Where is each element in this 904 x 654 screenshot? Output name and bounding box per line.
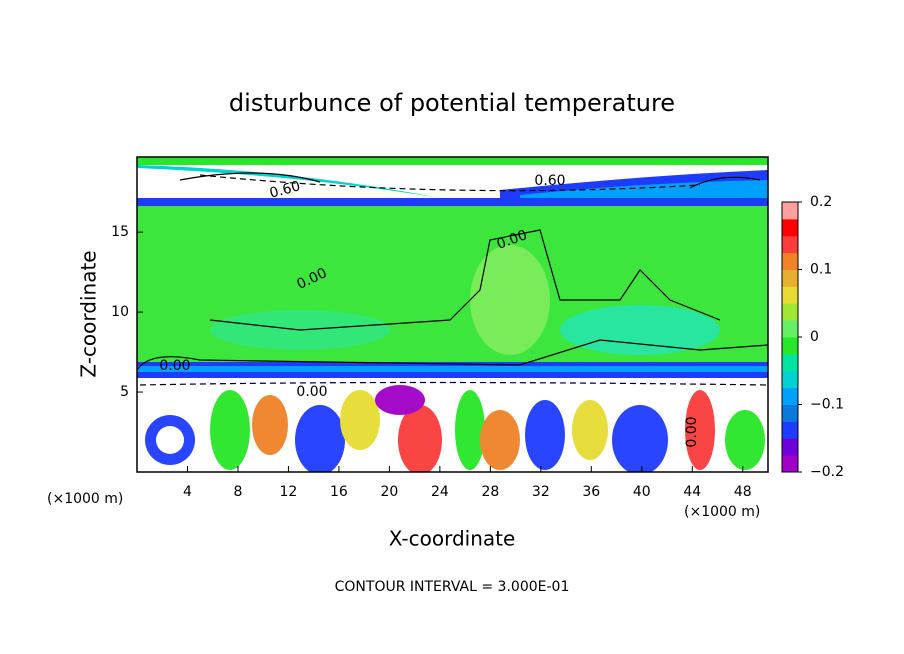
colorbar-segment bbox=[782, 404, 798, 422]
colorbar-segment bbox=[782, 455, 798, 473]
colorbar-tick-label: −0.1 bbox=[810, 397, 844, 413]
footnote: CONTOUR INTERVAL = 3.000E-01 bbox=[335, 579, 570, 595]
colorbar-segment bbox=[782, 438, 798, 456]
plot-frame bbox=[136, 156, 769, 473]
x-tick-label: 24 bbox=[431, 484, 449, 500]
colorbar-segment bbox=[782, 303, 798, 321]
x-tick-label: 36 bbox=[582, 484, 600, 500]
y-tick-label: 15 bbox=[111, 224, 129, 240]
x-tick-label: 48 bbox=[734, 484, 752, 500]
colorbar-segment bbox=[782, 320, 798, 338]
colorbar-segment bbox=[782, 387, 798, 405]
y-unit: (×1000 m) bbox=[47, 491, 123, 507]
colorbar-tick-label: 0.1 bbox=[810, 262, 832, 278]
colorbar-segment bbox=[782, 202, 798, 220]
colorbar-tick-label: −0.2 bbox=[810, 464, 844, 480]
colorbar-segment bbox=[782, 337, 798, 355]
x-axis-label: X-coordinate bbox=[389, 527, 516, 551]
colorbar-segment bbox=[782, 252, 798, 270]
colorbar-tick-label: 0 bbox=[810, 329, 819, 345]
x-tick-label: 4 bbox=[183, 484, 192, 500]
colorbar-segment bbox=[782, 269, 798, 287]
colorbar-segment bbox=[782, 235, 798, 254]
colorbar-segment bbox=[782, 286, 798, 304]
y-tick-label: 10 bbox=[111, 304, 129, 320]
contour-label: 0.00 bbox=[684, 416, 700, 447]
x-unit: (×1000 m) bbox=[684, 504, 760, 520]
colorbar-segment bbox=[782, 370, 798, 389]
x-tick-label: 12 bbox=[280, 484, 298, 500]
x-tick-label: 8 bbox=[233, 484, 242, 500]
x-tick-label: 28 bbox=[481, 484, 499, 500]
colorbar-segment bbox=[782, 353, 798, 372]
colorbar-segment bbox=[782, 218, 798, 237]
contour-label: 0.00 bbox=[159, 358, 190, 374]
x-tick-label: 40 bbox=[633, 484, 651, 500]
colorbar-tick-label: 0.2 bbox=[810, 194, 832, 210]
colorbar-segment bbox=[782, 421, 798, 439]
contour-field bbox=[137, 157, 768, 472]
y-tick-label: 5 bbox=[120, 384, 129, 400]
y-axis-label: Z-coordinate bbox=[77, 250, 101, 377]
x-tick-label: 20 bbox=[380, 484, 398, 500]
x-tick-label: 44 bbox=[683, 484, 701, 500]
x-tick-label: 16 bbox=[330, 484, 348, 500]
chart-title: disturbunce of potential temperature bbox=[229, 89, 675, 117]
contour-label: 0.60 bbox=[534, 173, 565, 189]
contour-label: 0.60 bbox=[268, 178, 302, 202]
x-tick-label: 32 bbox=[532, 484, 550, 500]
contour-label: 0.00 bbox=[296, 384, 327, 400]
